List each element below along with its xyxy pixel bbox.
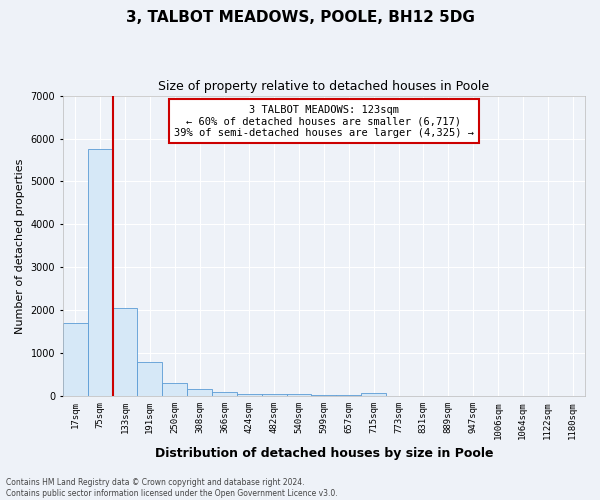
Bar bbox=[187, 388, 212, 396]
Y-axis label: Number of detached properties: Number of detached properties bbox=[15, 158, 25, 334]
Bar bbox=[262, 394, 287, 396]
Title: Size of property relative to detached houses in Poole: Size of property relative to detached ho… bbox=[158, 80, 490, 93]
Bar bbox=[212, 392, 237, 396]
Bar bbox=[361, 393, 386, 396]
Text: 3, TALBOT MEADOWS, POOLE, BH12 5DG: 3, TALBOT MEADOWS, POOLE, BH12 5DG bbox=[125, 10, 475, 25]
Bar bbox=[162, 384, 187, 396]
Text: 3 TALBOT MEADOWS: 123sqm
← 60% of detached houses are smaller (6,717)
39% of sem: 3 TALBOT MEADOWS: 123sqm ← 60% of detach… bbox=[174, 104, 474, 138]
Bar bbox=[311, 395, 337, 396]
Bar bbox=[337, 395, 361, 396]
X-axis label: Distribution of detached houses by size in Poole: Distribution of detached houses by size … bbox=[155, 447, 493, 460]
Bar bbox=[287, 394, 311, 396]
Text: Contains HM Land Registry data © Crown copyright and database right 2024.
Contai: Contains HM Land Registry data © Crown c… bbox=[6, 478, 338, 498]
Bar bbox=[113, 308, 137, 396]
Bar bbox=[137, 362, 162, 396]
Bar bbox=[63, 323, 88, 396]
Bar bbox=[237, 394, 262, 396]
Bar bbox=[88, 149, 113, 396]
